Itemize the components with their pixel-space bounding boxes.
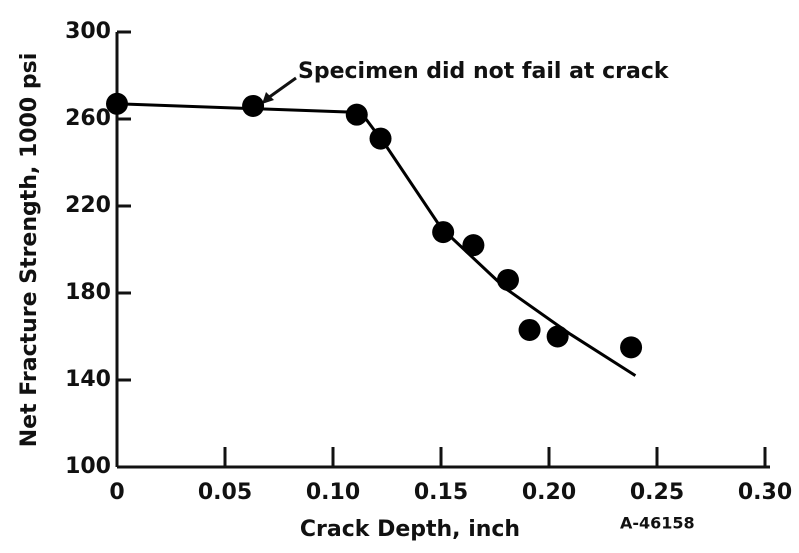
data-point [369,127,392,150]
y-tick-label: 100 [65,454,111,479]
figure-id: A-46158 [620,514,695,533]
arrow-head [262,92,274,104]
x-tick-label: 0.10 [306,480,360,505]
y-tick-label: 300 [65,19,111,44]
x-tick-label: 0 [109,480,124,505]
x-tick-label: 0.30 [738,480,792,505]
annotation: Specimen did not fail at crack [298,59,670,84]
data-point [518,318,541,341]
data-point [432,221,455,244]
x-tick-label: 0.15 [414,480,468,505]
data-point [546,325,569,348]
data-point [620,336,643,359]
data-point [242,94,265,117]
annotation-arrow [267,76,297,100]
x-tick-label: 0.05 [198,480,252,505]
y-tick-label: 220 [65,193,111,218]
data-point [496,268,519,291]
data-point [106,92,128,115]
y-tick-label: 180 [65,280,111,305]
x-tick-label: 0.25 [630,480,684,505]
y-tick-label: 260 [65,106,111,131]
y-axis-label: Net Fracture Strength, 1000 psi [17,53,42,448]
data-point [462,234,485,257]
x-axis-label: Crack Depth, inch [300,517,520,542]
x-tick-label: 0.20 [522,480,576,505]
y-tick-label: 140 [65,367,111,392]
data-point [345,103,368,126]
